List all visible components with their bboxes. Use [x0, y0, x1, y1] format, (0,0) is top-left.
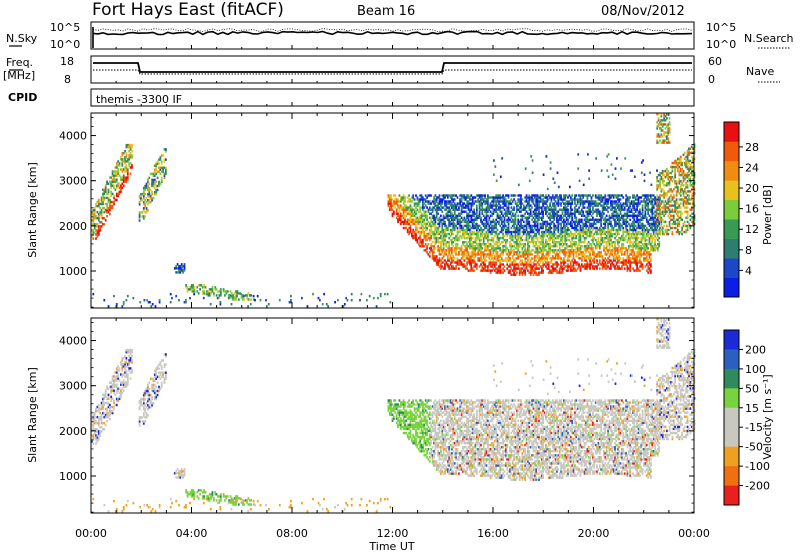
colorbar-swatch: [724, 466, 739, 486]
colorbar-tick-label: 12: [745, 223, 759, 236]
colorbar-tick-label: 50: [745, 382, 759, 395]
date-title: 08/Nov/2012: [601, 4, 685, 19]
colorbar-tick-label: 28: [745, 141, 759, 154]
colorbar-tick-label: 200: [745, 343, 766, 356]
freq-panel: Freq. [MHz] 18 8 60 0 Nave: [3, 55, 780, 86]
nsearch-trace: [93, 29, 692, 32]
nsearch-tick-top: 10^5: [706, 21, 736, 34]
colorbar-swatch: [724, 180, 739, 200]
colorbar-swatch: [724, 278, 739, 298]
colorbar-swatch: [724, 122, 739, 142]
colorbar-swatch: [724, 219, 739, 239]
colorbar-tick-label: 4: [745, 264, 752, 277]
nsky-tick-top: 10^5: [50, 21, 80, 34]
power-ylabel: Slant Range [km]: [26, 162, 39, 258]
colorbar-swatch: [724, 388, 739, 408]
time-axis-label: Time UT: [368, 540, 414, 553]
colorbar-tick-label: 24: [745, 161, 759, 174]
velocity-ylabel: Slant Range [km]: [26, 367, 39, 463]
colorbar-swatch: [724, 200, 739, 220]
x-tick-label: 04:00: [176, 527, 208, 540]
x-tick-label: 00:00: [75, 527, 107, 540]
freq-tick-top: 18: [60, 55, 74, 68]
y-tick-label: 2000: [59, 425, 87, 438]
power-colorbar: 4 8 12 16 20 24 28 Power [dB]: [724, 122, 774, 297]
y-tick-label: 4000: [59, 130, 87, 143]
freq-label: Freq.: [6, 56, 33, 69]
nsky-label: N.Sky: [6, 32, 38, 45]
colorbar-tick-label: -100: [745, 460, 770, 473]
nsearch-label: N.Search: [744, 32, 794, 45]
colorbar-swatch: [724, 427, 739, 447]
freq-tick-bottom: 8: [64, 73, 71, 86]
power-colorbar-label: Power [dB]: [761, 185, 774, 245]
station-title: Fort Hays East (fitACF): [92, 0, 284, 20]
x-tick-label: 20:00: [578, 527, 610, 540]
y-tick-label: 3000: [59, 380, 87, 393]
colorbar-swatch: [724, 258, 739, 278]
freq-unit-label: [MHz]: [3, 69, 35, 82]
colorbar-swatch: [724, 161, 739, 181]
colorbar-swatch: [724, 447, 739, 467]
x-tick-label: 00:00: [678, 527, 710, 540]
beam-title: Beam 16: [357, 4, 415, 19]
y-tick-label: 2000: [59, 220, 87, 233]
colorbar-swatch: [724, 239, 739, 259]
x-tick-label: 16:00: [477, 527, 509, 540]
colorbar-swatch: [724, 486, 739, 506]
freq-trace: [93, 63, 692, 72]
nave-tick-bottom: 0: [708, 73, 715, 86]
x-tick-label: 08:00: [276, 527, 308, 540]
colorbar-tick-label: 16: [745, 203, 759, 216]
colorbar-tick-label: 8: [745, 244, 752, 257]
velocity-panel: 1000 2000 3000 4000 Slant Range [km] 00:00 0…: [26, 318, 710, 553]
nsky-tick-bottom: 10^0: [50, 38, 80, 51]
colorbar-swatch: [724, 369, 739, 389]
y-tick-label: 4000: [59, 335, 87, 348]
power-panel: 1000 2000 3000 4000 Slant Range [km]: [26, 113, 695, 308]
colorbar-tick-label: 100: [745, 363, 766, 376]
y-tick-label: 1000: [59, 265, 87, 278]
nave-tick-top: 60: [708, 55, 722, 68]
y-tick-label: 3000: [59, 175, 87, 188]
colorbar-tick-label: 20: [745, 182, 759, 195]
velocity-colorbar-label: Velocity [m s⁻¹]: [761, 374, 774, 459]
colorbar-tick-label: 15: [745, 402, 759, 415]
cpid-text: themis -3300 IF: [96, 93, 182, 106]
colorbar-swatch: [724, 408, 739, 428]
x-tick-label: 12:00: [377, 527, 409, 540]
colorbar-swatch: [724, 141, 739, 161]
cpid-panel: CPID themis -3300 IF: [8, 89, 694, 106]
colorbar-tick-label: -200: [745, 480, 770, 493]
colorbar-swatch: [724, 349, 739, 369]
colorbar-swatch: [724, 330, 739, 350]
y-tick-label: 1000: [59, 470, 87, 483]
cpid-label: CPID: [8, 91, 37, 104]
nave-label: Nave: [746, 65, 774, 78]
nsky-panel: N.Sky 10^5 10^0 10^5 10^0 N.Search: [6, 21, 794, 51]
nsearch-tick-bottom: 10^0: [706, 38, 736, 51]
